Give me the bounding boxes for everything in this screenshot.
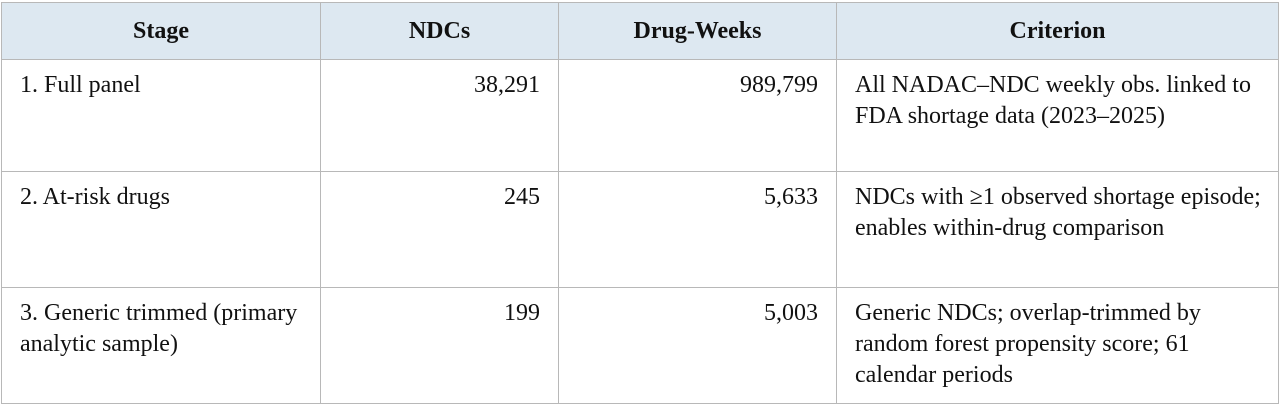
header-cell: Drug-Weeks bbox=[558, 2, 837, 60]
header-cell: Criterion bbox=[836, 2, 1279, 60]
drug-weeks-cell: 989,799 bbox=[558, 59, 837, 172]
drug-weeks-cell: 5,633 bbox=[558, 171, 837, 288]
table-row: 1. Full panel 38,291 989,799 All NADAC–NDC … bbox=[1, 59, 1279, 172]
table-body: 1. Full panel 38,291 989,799 All NADAC–NDC … bbox=[1, 59, 1279, 404]
stage-cell: 1. Full panel bbox=[1, 59, 321, 172]
criterion-cell: NDCs with ≥1 observed shortage episode; … bbox=[836, 171, 1279, 288]
table-header: Stage NDCs Drug-Weeks Criterion bbox=[1, 2, 1279, 60]
header-cell: NDCs bbox=[320, 2, 559, 60]
ndcs-cell: 199 bbox=[320, 287, 559, 404]
stage-cell: 2. At-risk drugs bbox=[1, 171, 321, 288]
criterion-cell: All NADAC–NDC weekly obs. linked to FDA … bbox=[836, 59, 1279, 172]
header-cell: Stage bbox=[1, 2, 321, 60]
stage-cell: 3. Generic trimmed (primary analytic sam… bbox=[1, 287, 321, 404]
ndcs-cell: 245 bbox=[320, 171, 559, 288]
header-row: Stage NDCs Drug-Weeks Criterion bbox=[1, 2, 1279, 60]
drug-weeks-cell: 5,003 bbox=[558, 287, 837, 404]
table-row: 3. Generic trimmed (primary analytic sam… bbox=[1, 287, 1279, 404]
criterion-cell: Generic NDCs; overlap-trimmed by random … bbox=[836, 287, 1279, 404]
table-row: 2. At-risk drugs 245 5,633 NDCs with ≥1 obs… bbox=[1, 171, 1279, 288]
ndcs-cell: 38,291 bbox=[320, 59, 559, 172]
